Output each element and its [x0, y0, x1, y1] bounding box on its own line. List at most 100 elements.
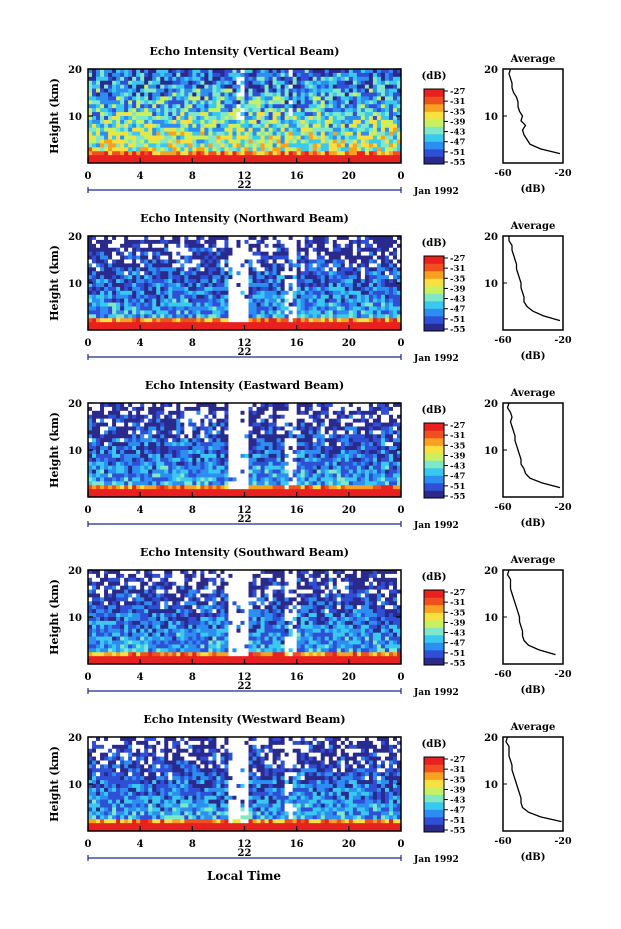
heatmap-cell	[204, 131, 209, 136]
heatmap-cell	[332, 286, 338, 292]
colorbar-swatch	[424, 323, 444, 332]
heatmap-cell	[332, 151, 338, 156]
heatmap-cell	[184, 294, 189, 300]
heatmap-cell	[376, 80, 382, 86]
heatmap-cell	[160, 76, 165, 82]
heatmap-cell	[88, 294, 93, 300]
heatmap-cell	[356, 147, 362, 152]
heatmap-cell	[292, 139, 298, 144]
heatmap-cell	[152, 422, 157, 427]
heatmap-cell	[108, 100, 113, 105]
heatmap-cell	[232, 92, 237, 97]
heatmap-cell	[160, 92, 165, 97]
heatmap-cell	[240, 131, 245, 136]
heatmap-cell	[180, 414, 185, 420]
heatmap-cell	[136, 318, 141, 323]
heatmap-cell	[100, 72, 105, 78]
heatmap-cell	[140, 72, 145, 78]
heatmap-cell	[172, 294, 177, 300]
heatmap-cell	[220, 263, 225, 268]
heatmap-cell	[216, 76, 221, 82]
heatmap-cell	[228, 326, 233, 331]
date-label: 22	[238, 180, 252, 191]
heatmap-cell	[268, 69, 273, 74]
heatmap-cell	[252, 135, 257, 140]
heatmap-cell	[184, 453, 189, 459]
heatmap-cell	[160, 422, 165, 427]
heatmap-cell	[372, 446, 378, 451]
heatmap-cell	[140, 275, 145, 280]
heatmap-cell	[148, 430, 153, 435]
heatmap-cell	[260, 243, 265, 249]
heatmap-cell	[128, 104, 133, 109]
heatmap-cell	[100, 302, 105, 307]
heatmap-cell	[88, 84, 93, 89]
heatmap-cell	[328, 271, 334, 276]
heatmap-cell	[124, 72, 129, 78]
heatmap-cell	[148, 442, 153, 447]
heatmap-cell	[124, 251, 129, 256]
heatmap-cell	[136, 80, 141, 86]
heatmap-cell	[376, 442, 382, 447]
heatmap-cell	[212, 446, 217, 451]
heatmap-cell	[368, 263, 374, 268]
heatmap-cell	[168, 96, 173, 101]
heatmap-cell	[184, 108, 189, 113]
heatmap-cell	[272, 116, 277, 121]
heatmap-cell	[108, 131, 113, 136]
heatmap-cell	[276, 92, 282, 97]
heatmap-cell	[288, 80, 294, 86]
heatmap-cell	[124, 108, 129, 113]
heatmap-cell	[284, 438, 290, 443]
heatmap-cell	[204, 135, 209, 140]
heatmap-cell	[352, 243, 358, 249]
heatmap-cell	[196, 306, 201, 311]
heatmap-cell	[132, 108, 137, 113]
heatmap-cell	[152, 255, 157, 260]
heatmap-cell	[100, 236, 105, 241]
heatmap-cell	[292, 430, 298, 435]
heatmap-cell	[368, 314, 374, 319]
heatmap-cell	[240, 314, 245, 319]
heatmap-cell	[124, 302, 129, 307]
heatmap-cell	[164, 426, 169, 431]
heatmap-cell	[172, 302, 177, 307]
heatmap-cell	[284, 123, 290, 129]
heatmap-cell	[180, 147, 185, 152]
heatmap-cell	[96, 306, 101, 311]
heatmap-cell	[156, 76, 161, 82]
heatmap-cell	[388, 96, 394, 101]
heatmap-cell	[288, 123, 294, 129]
heatmap-cell	[368, 294, 374, 300]
heatmap-cell	[208, 326, 213, 331]
heatmap-cell	[228, 294, 233, 300]
heatmap-cell	[348, 247, 354, 253]
heatmap-cell	[180, 283, 185, 288]
heatmap-cell	[324, 239, 330, 245]
heatmap-cell	[172, 69, 177, 74]
heatmap-cell	[268, 298, 273, 303]
heatmap-cell	[292, 84, 298, 89]
heatmap-cell	[224, 72, 229, 78]
heatmap-cell	[220, 247, 225, 253]
heatmap-cell	[280, 100, 286, 105]
heatmap-cell	[120, 259, 125, 264]
heatmap-cell	[100, 96, 105, 101]
heatmap-cell	[140, 119, 145, 125]
heatmap-cell	[264, 135, 269, 140]
heatmap-cell	[176, 143, 181, 148]
heatmap-cell	[108, 123, 113, 129]
heatmap-cell	[124, 112, 129, 117]
x-tick-label: 16	[290, 171, 304, 182]
heatmap-cell	[216, 422, 221, 427]
heatmap-cell	[284, 434, 290, 439]
heatmap-cell	[324, 108, 330, 113]
heatmap-cell	[228, 251, 233, 256]
heatmap-cell	[252, 108, 257, 113]
heatmap-cell	[136, 267, 141, 272]
heatmap-cell	[160, 69, 165, 74]
heatmap-cell	[96, 80, 101, 86]
heatmap-cell	[300, 426, 306, 431]
heatmap-cell	[224, 414, 229, 420]
heatmap-cell	[192, 414, 197, 420]
